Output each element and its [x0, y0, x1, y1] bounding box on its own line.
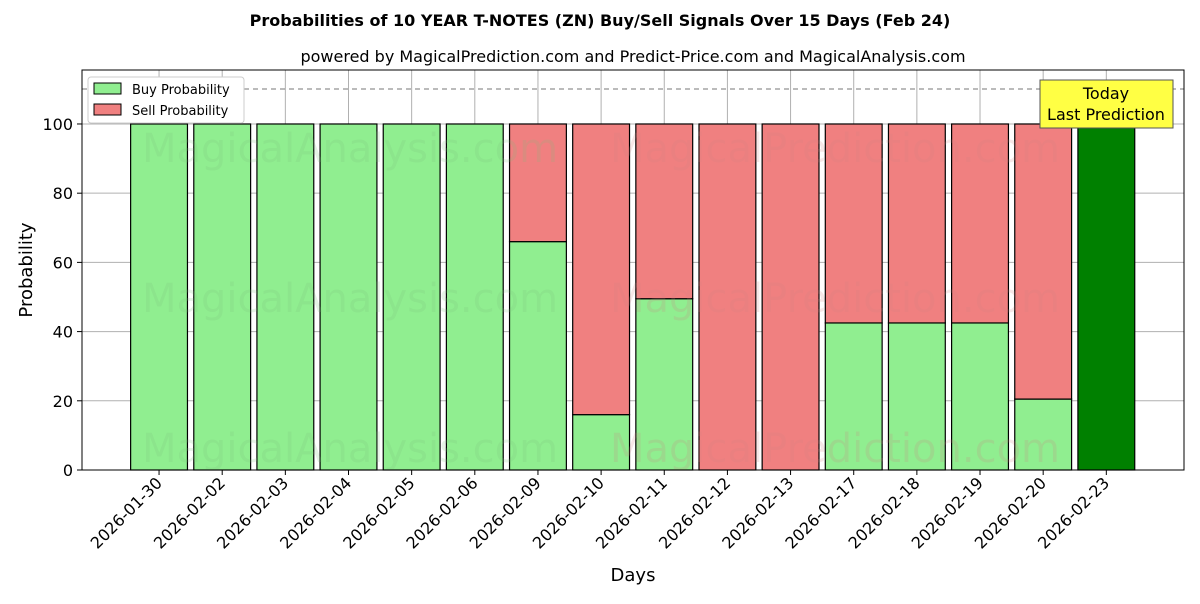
buy-bar [572, 414, 631, 471]
buy-bar [951, 322, 1010, 471]
sell-bar [824, 123, 883, 324]
legend-buy-swatch [93, 82, 122, 95]
sell-bar [951, 123, 1010, 324]
y-tick-label: 60 [53, 253, 73, 272]
legend-sell-swatch [93, 103, 122, 116]
y-tick-label: 40 [53, 323, 73, 342]
annotation-line1: Today [1082, 84, 1129, 103]
sell-bar [698, 123, 757, 471]
y-tick-label: 80 [53, 184, 73, 203]
annotation-line2: Last Prediction [1047, 105, 1165, 124]
legend-sell-label: Sell Probability [132, 104, 229, 119]
watermark: MagicalPrediction.com [610, 276, 1060, 322]
sell-bar [508, 123, 567, 243]
sell-bar [572, 123, 631, 416]
buy-bar [1014, 398, 1073, 471]
watermark: MagicalAnalysis.com [142, 426, 558, 472]
buy-bar [508, 241, 567, 471]
buy-bar [1077, 123, 1136, 471]
buy-bar [635, 298, 694, 471]
plot-frame [81, 69, 1185, 471]
watermark: MagicalPrediction.com [610, 126, 1060, 172]
watermark: MagicalAnalysis.com [142, 126, 558, 172]
legend: Buy Probability Sell Probability [87, 76, 245, 124]
y-axis-label: Probability [16, 222, 37, 317]
chart-subtitle: powered by MagicalPrediction.com and Pre… [300, 47, 965, 66]
x-axis-label: Days [611, 565, 656, 586]
watermark: MagicalAnalysis.com [142, 276, 558, 322]
sell-bar [1014, 123, 1073, 400]
legend-buy-label: Buy Probability [132, 83, 230, 98]
sell-bar [761, 123, 820, 471]
chart-title: Probabilities of 10 YEAR T-NOTES (ZN) Bu… [250, 11, 951, 30]
buy-bar [382, 123, 441, 471]
y-tick-label: 0 [63, 461, 73, 480]
y-tick-label: 100 [42, 115, 73, 134]
buy-bar [445, 123, 504, 471]
buy-bar [319, 123, 378, 471]
watermark: MagicalPrediction.com [610, 426, 1060, 472]
buy-bar [887, 322, 946, 471]
buy-bar [824, 322, 883, 471]
y-tick-label: 20 [53, 392, 73, 411]
sell-bar [635, 123, 694, 300]
buy-bar [256, 123, 315, 471]
sell-bar [887, 123, 946, 324]
today-annotation: Today Last Prediction [1039, 79, 1174, 129]
